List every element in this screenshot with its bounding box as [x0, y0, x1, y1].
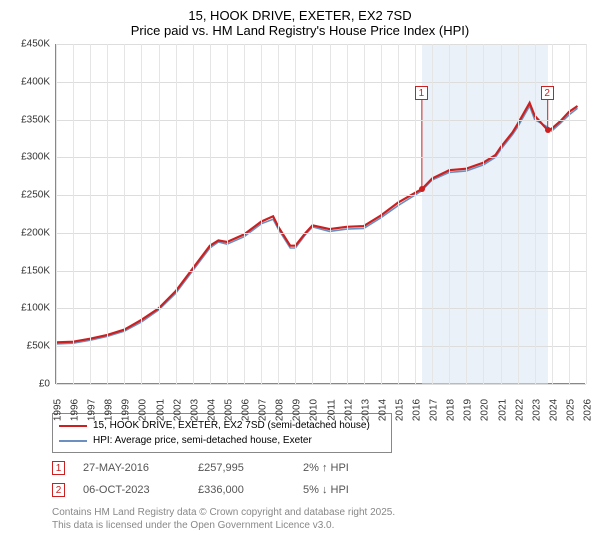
transaction-delta: 2% ↑ HPI	[303, 462, 383, 474]
transaction-row: 2 06-OCT-2023£336,0005% ↓ HPI	[52, 479, 590, 501]
x-tick-label: 2001	[155, 399, 166, 421]
title-line1: 15, HOOK DRIVE, EXETER, EX2 7SD	[10, 8, 590, 23]
transaction-marker: 2	[52, 483, 65, 497]
y-tick-label: £350K	[21, 114, 50, 125]
y-tick-label: £50K	[27, 341, 50, 352]
x-tick-label: 2005	[223, 399, 234, 421]
chart-container: 15, HOOK DRIVE, EXETER, EX2 7SD Price pa…	[0, 0, 600, 560]
transaction-date: 06-OCT-2023	[83, 484, 198, 496]
marker-dot	[545, 127, 551, 133]
y-tick-label: £300K	[21, 152, 50, 163]
y-tick-label: £400K	[21, 76, 50, 87]
chart-area: £0 £50K £100K £150K £200K £250K £300K £350K £400…	[15, 44, 585, 409]
x-tick-label: 2010	[309, 399, 320, 421]
x-tick-label: 1997	[87, 399, 98, 421]
x-tick-label: 2026	[583, 399, 594, 421]
transaction-price: £336,000	[198, 484, 303, 496]
legend-label: 15, HOOK DRIVE, EXETER, EX2 7SD (semi-de…	[93, 420, 370, 431]
attribution-line1: Contains HM Land Registry data © Crown c…	[52, 507, 590, 520]
x-tick-label: 2000	[138, 399, 149, 421]
x-tick-label: 2019	[463, 399, 474, 421]
x-tick-label: 2016	[412, 399, 423, 421]
legend-swatch	[59, 440, 87, 442]
y-axis: £0£50K£100K£150K£200K£250K£300K£350K£400…	[15, 44, 53, 384]
marker-label: 2	[541, 86, 554, 100]
marker-label: 1	[415, 86, 428, 100]
x-tick-label: 1996	[70, 399, 81, 421]
x-tick-label: 2023	[531, 399, 542, 421]
x-tick-label: 2021	[497, 399, 508, 421]
title-line2: Price paid vs. HM Land Registry's House …	[10, 23, 590, 38]
x-tick-label: 2008	[275, 399, 286, 421]
x-tick-label: 2013	[360, 399, 371, 421]
marker-dot	[419, 186, 425, 192]
line-series-svg	[56, 44, 586, 384]
x-tick-label: 2011	[326, 399, 337, 421]
x-tick-label: 2022	[514, 399, 525, 421]
attribution-line2: This data is licensed under the Open Gov…	[52, 520, 590, 533]
x-tick-label: 1999	[121, 399, 132, 421]
transaction-rows: 1 27-MAY-2016£257,9952% ↑ HPI 2 06-OCT-2023…	[52, 457, 590, 501]
x-tick-label: 2014	[377, 399, 388, 421]
series-line	[56, 103, 578, 343]
y-tick-label: £200K	[21, 227, 50, 238]
transaction-delta: 5% ↓ HPI	[303, 484, 383, 496]
legend-item: HPI: Average price, semi-detached house,…	[59, 433, 385, 448]
x-tick-label: 2024	[548, 399, 559, 421]
y-tick-label: £250K	[21, 190, 50, 201]
x-tick-label: 2017	[429, 399, 440, 421]
x-tick-label: 2018	[446, 399, 457, 421]
x-tick-label: 2025	[565, 399, 576, 421]
x-tick-label: 2012	[343, 399, 354, 421]
transaction-price: £257,995	[198, 462, 303, 474]
x-tick-label: 2020	[480, 399, 491, 421]
transaction-row: 1 27-MAY-2016£257,9952% ↑ HPI	[52, 457, 590, 479]
y-tick-label: £150K	[21, 265, 50, 276]
legend-label: HPI: Average price, semi-detached house,…	[93, 435, 312, 446]
x-tick-label: 2004	[206, 399, 217, 421]
y-tick-label: £0	[39, 379, 50, 390]
x-tick-label: 2015	[394, 399, 405, 421]
x-tick-label: 2009	[292, 399, 303, 421]
x-axis: 1995199619971998199920002001200220032004…	[55, 386, 585, 414]
y-tick-label: £450K	[21, 39, 50, 50]
x-tick-label: 1998	[104, 399, 115, 421]
x-tick-label: 2007	[258, 399, 269, 421]
x-tick-label: 2006	[241, 399, 252, 421]
x-tick-label: 2003	[189, 399, 200, 421]
transaction-date: 27-MAY-2016	[83, 462, 198, 474]
x-tick-label: 2002	[172, 399, 183, 421]
transaction-marker: 1	[52, 461, 65, 475]
x-tick-label: 1995	[53, 399, 64, 421]
legend-swatch	[59, 425, 87, 427]
attribution: Contains HM Land Registry data © Crown c…	[52, 507, 590, 532]
plot-region: 12	[55, 44, 585, 384]
y-tick-label: £100K	[21, 303, 50, 314]
